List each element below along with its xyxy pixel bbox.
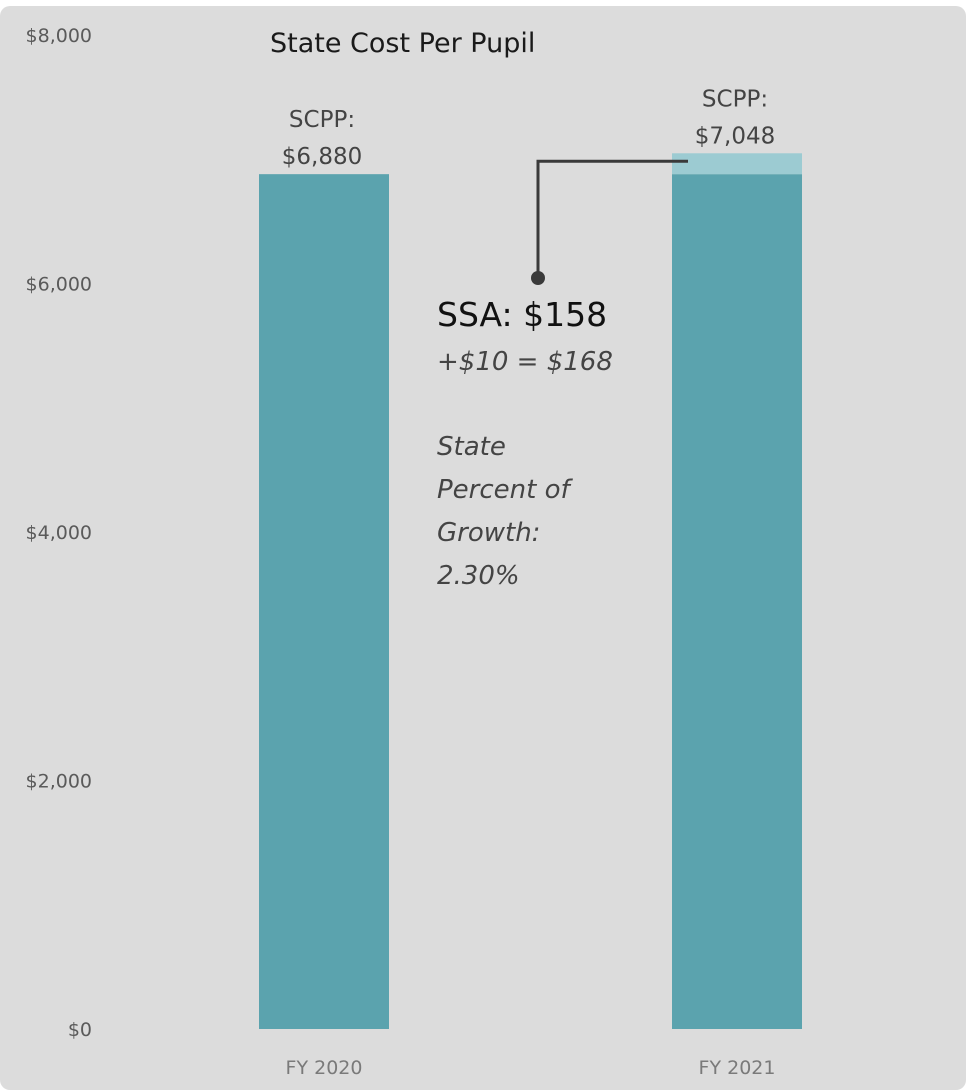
annotation-connector [531,159,688,285]
bars [259,153,802,1029]
ssa-increment: +$10 = $168 [437,347,613,377]
growth-line-1: State [437,432,506,462]
bar-fy2020 [259,174,389,1029]
x-tick-fy2021: FY 2021 [699,1057,776,1079]
connector-line [536,159,688,278]
growth-line-2: Percent of [437,475,574,505]
bar-label-title: SCPP: [289,107,355,133]
y-tick-label: $6,000 [26,274,92,296]
y-tick-label: $0 [68,1019,92,1041]
bar-increment-fy2021 [672,153,802,175]
bar-labels: SCPP: $6,880 SCPP: $7,048 [282,86,775,170]
chart-panel [0,6,966,1090]
x-tick-fy2020: FY 2020 [286,1057,363,1079]
y-tick-label: $2,000 [26,771,92,793]
chart-title: State Cost Per Pupil [270,28,535,59]
y-tick-label: $4,000 [26,522,92,544]
bar-label-value: $7,048 [695,123,775,149]
y-axis-ticks: $0 $2,000 $4,000 $6,000 $8,000 [26,25,92,1041]
growth-line-3: Growth: [437,518,540,548]
bar-label-value: $6,880 [282,144,362,170]
connector-dot [531,271,545,285]
ssa-label: SSA: $158 [437,295,607,334]
bar-fy2021 [672,174,802,1029]
growth-line-4: 2.30% [437,561,520,591]
y-tick-label: $8,000 [26,25,92,47]
bar-label-title: SCPP: [702,86,768,112]
